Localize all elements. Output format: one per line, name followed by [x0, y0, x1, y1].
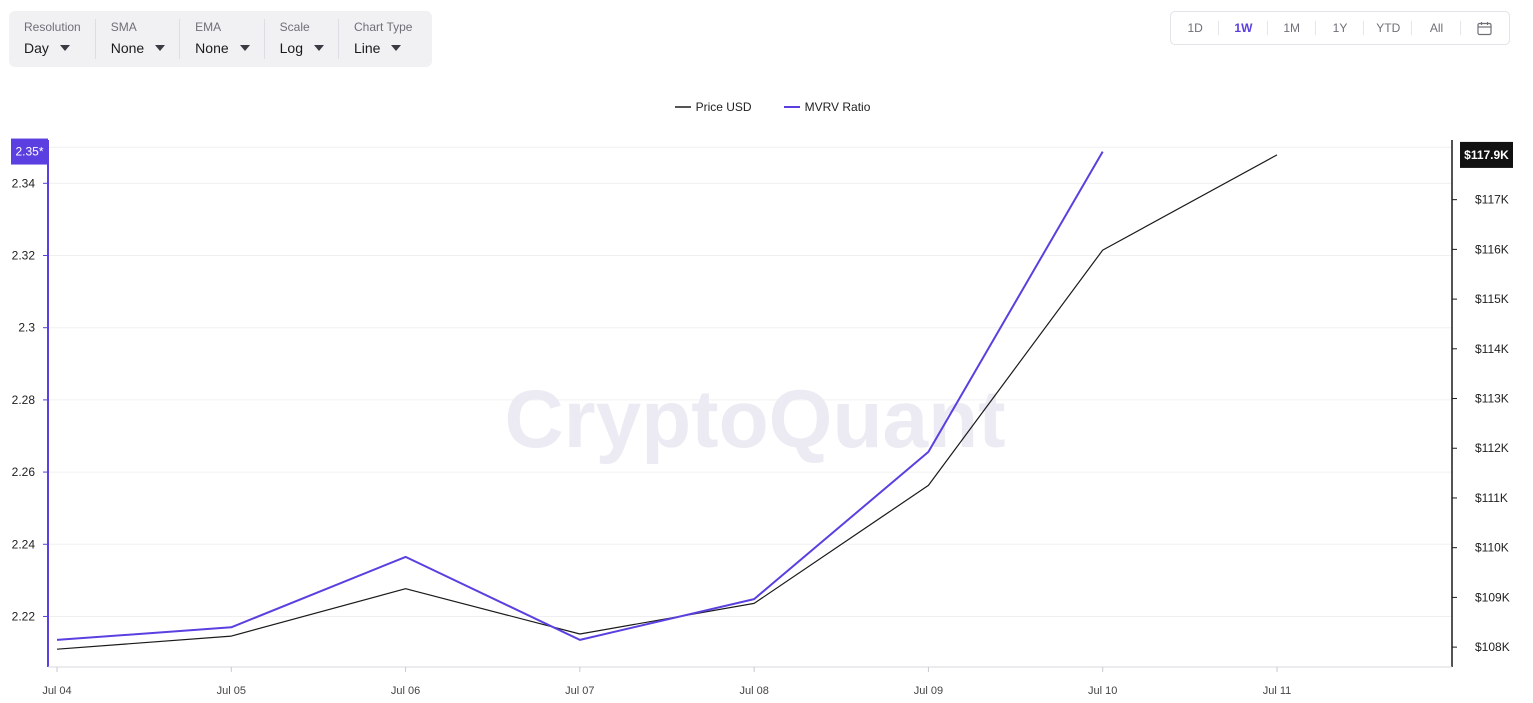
- sma-value: None: [110, 40, 145, 56]
- range-selector: 1D 1W 1M 1Y YTD All: [1170, 11, 1510, 45]
- scale-label: Scale: [279, 20, 310, 34]
- chevron-down-icon: [59, 45, 70, 51]
- axes: [43, 140, 1457, 672]
- chart-type-value: Line: [354, 40, 381, 56]
- series-lines: [56, 151, 1278, 650]
- range-1w-button[interactable]: 1W: [1219, 12, 1268, 44]
- right-last-value-badge: $117.9K: [1460, 141, 1513, 168]
- chevron-down-icon: [239, 45, 250, 51]
- chart-legend: Price USD MVRV Ratio: [0, 100, 1533, 114]
- x-tick-label: Jul 04: [42, 685, 71, 697]
- left-last-value-label: 2.35*: [15, 145, 43, 159]
- range-ytd-button[interactable]: YTD: [1364, 12, 1413, 44]
- y-left-tick-label: 2.24: [12, 537, 36, 551]
- legend-label-mvrv-ratio: MVRV Ratio: [804, 100, 871, 114]
- y-right-tick-label: $111K: [1475, 491, 1508, 505]
- legend-swatch-price-usd: [674, 106, 691, 108]
- y-right-tick-label: $108K: [1475, 640, 1510, 654]
- grid-lines: [48, 146, 1452, 617]
- legend-item-price-usd[interactable]: Price USD: [663, 100, 752, 114]
- y-left-tick-label: 2.26: [12, 465, 36, 479]
- y-right-tick-label: $114K: [1475, 342, 1509, 356]
- range-1d-button[interactable]: 1D: [1171, 12, 1220, 44]
- scale-value: Log: [279, 40, 303, 56]
- chevron-down-icon: [314, 45, 324, 51]
- x-tick-label: Jul 11: [1263, 685, 1292, 697]
- chevron-down-icon: [391, 45, 402, 51]
- y-left-tick-label: 2.28: [12, 393, 36, 407]
- y-left-tick-label: 2.3: [18, 321, 35, 335]
- y-right-tick-label: $116K: [1475, 242, 1509, 256]
- y-right-tick-label: $112K: [1475, 441, 1509, 455]
- price-usd-line: [56, 154, 1278, 650]
- legend-swatch-mvrv-ratio: [783, 106, 800, 108]
- legend-label-price-usd: Price USD: [695, 100, 752, 114]
- x-tick-label: Jul 06: [391, 685, 420, 697]
- y-right-tick-label: $115K: [1475, 292, 1509, 306]
- x-tick-label: Jul 10: [1088, 685, 1117, 697]
- axis-labels: 2.22 2.24 2.26 2.28 2.3 2.32 2.34 $108K $109K $11…: [11, 138, 1513, 697]
- chart-toolbar: Resolution Day SMA None EMA None Scale L…: [9, 11, 432, 67]
- legend-item-mvrv-ratio[interactable]: MVRV Ratio: [772, 100, 871, 114]
- y-right-tick-label: $113K: [1475, 392, 1509, 406]
- x-tick-label: Jul 05: [217, 685, 246, 697]
- ema-label: EMA: [195, 20, 222, 34]
- y-left-tick-label: 2.32: [12, 249, 36, 263]
- sma-select[interactable]: SMA None: [96, 11, 181, 67]
- calendar-button[interactable]: [1461, 12, 1509, 44]
- left-last-value-badge: 2.35*: [11, 138, 48, 165]
- scale-select[interactable]: Scale Log: [265, 11, 340, 67]
- x-tick-label: Jul 09: [914, 685, 943, 697]
- x-tick-label: Jul 07: [565, 685, 594, 697]
- sma-label: SMA: [110, 20, 137, 34]
- right-last-value-label: $117.9K: [1464, 148, 1509, 162]
- y-right-tick-label: $109K: [1475, 590, 1510, 604]
- watermark: CryptoQuant: [504, 374, 1005, 465]
- chart-type-select[interactable]: Chart Type Line: [339, 11, 427, 67]
- mvrv-ratio-line: [56, 151, 1104, 641]
- y-right-tick-label: $117K: [1475, 193, 1509, 207]
- resolution-value: Day: [24, 40, 49, 56]
- x-tick-label: Jul 08: [739, 685, 768, 697]
- ema-select[interactable]: EMA None: [180, 11, 266, 67]
- right-last-value-bg: [1460, 141, 1513, 168]
- resolution-select[interactable]: Resolution Day: [9, 11, 96, 67]
- chevron-down-icon: [155, 45, 166, 51]
- range-all-button[interactable]: All: [1412, 12, 1461, 44]
- range-1y-button[interactable]: 1Y: [1316, 12, 1365, 44]
- calendar-icon: [1477, 22, 1492, 36]
- resolution-label: Resolution: [24, 20, 81, 34]
- ema-value: None: [195, 40, 229, 56]
- y-left-tick-label: 2.22: [12, 609, 36, 623]
- chart-type-label: Chart Type: [354, 20, 413, 34]
- range-1m-button[interactable]: 1M: [1268, 12, 1317, 44]
- left-last-value-bg: [11, 138, 48, 165]
- y-left-tick-label: 2.34: [12, 176, 36, 190]
- y-right-tick-label: $110K: [1475, 541, 1509, 555]
